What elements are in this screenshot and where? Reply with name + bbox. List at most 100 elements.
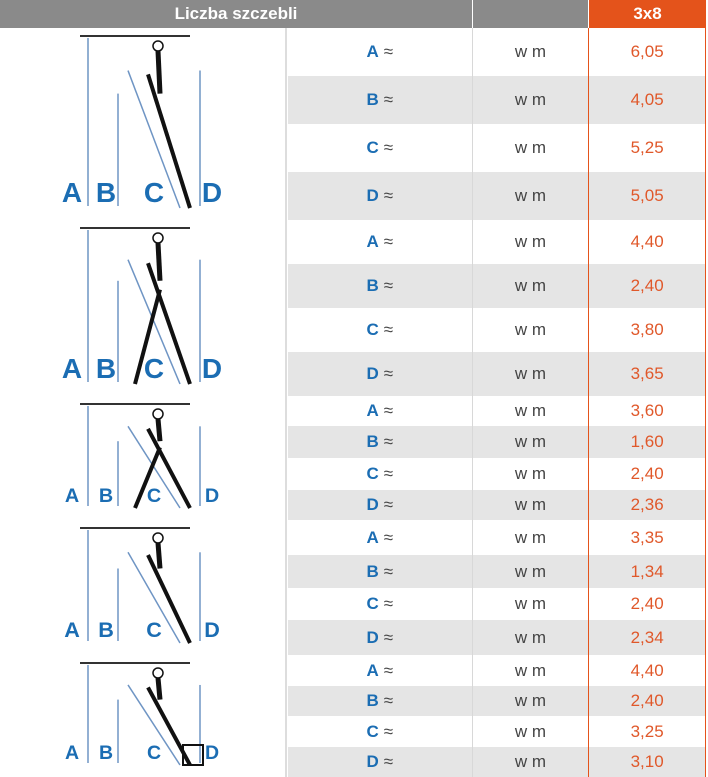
dimension-letter: C <box>366 464 379 483</box>
ladder-leg <box>133 446 162 509</box>
unit-cell: w m <box>471 220 589 264</box>
ladder-section <box>146 73 192 209</box>
dimension-label-cell: C ≈ <box>288 588 472 620</box>
value-cell: 5,25 <box>588 124 706 172</box>
value-cell: 2,34 <box>588 620 706 655</box>
worker-figure <box>152 667 164 679</box>
diagram-label-a: A <box>64 617 80 642</box>
diagram-label-a: A <box>65 742 79 764</box>
dimension-c <box>127 70 181 209</box>
diagram-label-b: B <box>98 617 114 642</box>
value-cell: 1,60 <box>588 426 706 458</box>
worker-body <box>155 677 163 700</box>
dimension-letter: C <box>366 138 379 157</box>
table-row: C ≈ w m 3,80 <box>288 308 706 352</box>
dimension-label-cell: A ≈ <box>288 520 472 555</box>
ladder-config-group: A B C D A ≈ w m 3,35 B ≈ w m 1,34 C ≈ w m 2,40 D ≈ w m 2,34 <box>0 520 706 655</box>
dimension-label-cell: A ≈ <box>288 28 472 76</box>
worker-figure <box>152 408 164 420</box>
unit-cell: w m <box>471 308 589 352</box>
diagram-label-a: A <box>62 177 82 208</box>
table-row: D ≈ w m 2,36 <box>288 490 706 520</box>
unit-cell: w m <box>471 490 589 520</box>
dimension-letter: A <box>366 401 379 420</box>
unit-cell: w m <box>471 426 589 458</box>
value-cell: 4,40 <box>588 655 706 686</box>
table-row: B ≈ w m 2,40 <box>288 686 706 716</box>
value-cell: 6,05 <box>588 28 706 76</box>
ladder-config-group: A B C D A ≈ w m 4,40 B ≈ w m 2,40 C ≈ w m 3,80 D ≈ w m 3,65 <box>0 220 706 396</box>
approx-symbol: ≈ <box>383 432 394 451</box>
approx-symbol: ≈ <box>383 594 394 613</box>
header-title: Liczba szczebli <box>0 0 472 28</box>
unit-cell: w m <box>471 396 589 426</box>
approx-symbol: ≈ <box>383 401 394 420</box>
table-row: D ≈ w m 3,10 <box>288 747 706 777</box>
dimension-letter: D <box>366 364 379 383</box>
approx-symbol: ≈ <box>383 527 394 547</box>
worker-figure <box>152 532 164 544</box>
table-row: C ≈ w m 3,25 <box>288 716 706 747</box>
value-cell: 3,25 <box>588 716 706 747</box>
worker-figure <box>152 40 164 52</box>
value-cell: 3,80 <box>588 308 706 352</box>
dimension-label-cell: A ≈ <box>288 220 472 264</box>
approx-symbol: ≈ <box>383 364 394 383</box>
ladder-section <box>146 262 192 385</box>
table-row: D ≈ w m 5,05 <box>288 172 706 220</box>
dimension-letter: B <box>366 276 379 295</box>
diagram-label-c: C <box>146 617 162 642</box>
unit-cell: w m <box>471 264 589 308</box>
dimension-label-cell: B ≈ <box>288 686 472 716</box>
table-row: A ≈ w m 4,40 <box>288 220 706 264</box>
diagram-label-b: B <box>99 742 113 764</box>
diagram-label-d: D <box>205 485 219 507</box>
approx-symbol: ≈ <box>383 320 394 339</box>
ladder-section <box>146 427 192 509</box>
worker-body <box>155 242 163 281</box>
value-cell: 2,36 <box>588 490 706 520</box>
approx-symbol: ≈ <box>383 691 394 710</box>
approx-symbol: ≈ <box>383 721 394 741</box>
worker-figure <box>152 232 164 244</box>
dimension-c <box>127 684 181 766</box>
dimension-c <box>127 551 181 644</box>
unit-cell: w m <box>471 588 589 620</box>
diagram-label-a: A <box>62 353 82 384</box>
table-row: C ≈ w m 2,40 <box>288 458 706 490</box>
value-cell: 2,40 <box>588 264 706 308</box>
platform-box <box>182 744 204 766</box>
ladder-config-group: A B C D A ≈ w m 3,60 B ≈ w m 1,60 C ≈ w m 2,40 D ≈ w m 2,36 <box>0 396 706 520</box>
approx-symbol: ≈ <box>383 660 394 680</box>
dimension-label-cell: B ≈ <box>288 76 472 124</box>
table-row: A ≈ w m 6,05 <box>288 28 706 76</box>
approx-symbol: ≈ <box>383 627 394 647</box>
worker-body <box>155 418 163 442</box>
unit-cell: w m <box>471 520 589 555</box>
unit-cell: w m <box>471 76 589 124</box>
value-cell: 2,40 <box>588 458 706 490</box>
diagram-label-d: D <box>205 742 219 764</box>
table-row: B ≈ w m 1,60 <box>288 426 706 458</box>
dimension-label-cell: C ≈ <box>288 308 472 352</box>
dimension-label-cell: D ≈ <box>288 352 472 396</box>
table-row: C ≈ w m 2,40 <box>288 588 706 620</box>
unit-cell: w m <box>471 655 589 686</box>
value-cell: 3,65 <box>588 352 706 396</box>
worker-body <box>155 542 163 569</box>
dimension-letter: D <box>366 495 379 514</box>
value-cell: 4,05 <box>588 76 706 124</box>
table-row: A ≈ w m 4,40 <box>288 655 706 686</box>
dimension-letter: A <box>366 660 379 680</box>
diagram-label-b: B <box>96 177 116 208</box>
dimension-letter: B <box>366 691 379 710</box>
value-cell: 4,40 <box>588 220 706 264</box>
approx-symbol: ≈ <box>383 186 394 205</box>
